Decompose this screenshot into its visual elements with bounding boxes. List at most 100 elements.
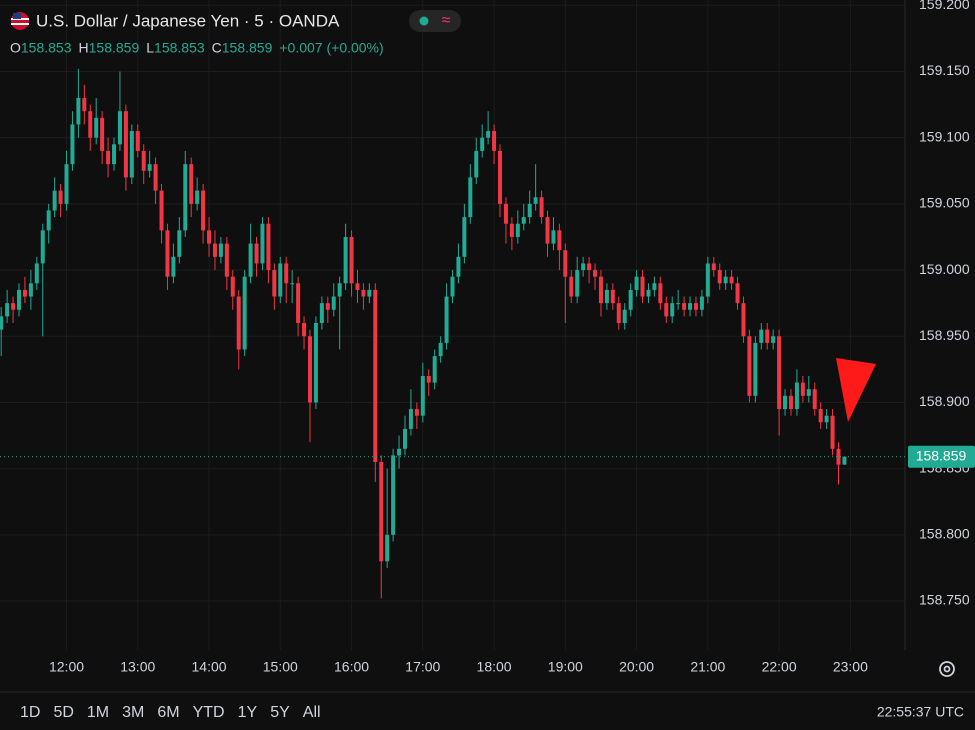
legend-change: +0.007 (+0.00%): [279, 40, 383, 56]
range-button[interactable]: 1D: [20, 704, 40, 721]
candle-body: [593, 270, 598, 277]
candle-body: [40, 230, 45, 264]
candle-body: [159, 190, 164, 231]
candle-body: [420, 375, 425, 416]
candle-body: [349, 236, 354, 284]
svg-text:≈: ≈: [442, 12, 451, 29]
candle-body: [379, 462, 384, 562]
candle-body: [426, 375, 431, 383]
y-tick-label: 158.800: [919, 526, 970, 542]
candle-body: [373, 289, 378, 463]
legend-value: 158.853: [154, 40, 205, 56]
range-button[interactable]: 1Y: [238, 704, 258, 721]
candle-body: [646, 289, 651, 297]
range-button[interactable]: 5D: [53, 704, 73, 721]
candle-body: [634, 276, 639, 290]
x-tick-label: 17:00: [405, 659, 440, 675]
y-tick-label: 159.000: [919, 261, 970, 277]
settings-icon[interactable]: [939, 661, 955, 677]
candle-body: [474, 150, 479, 178]
range-button[interactable]: YTD: [193, 704, 225, 721]
candle-body: [515, 223, 520, 237]
candle-body: [492, 131, 497, 151]
candle-body: [521, 217, 526, 224]
last-price-label: 158.859: [916, 447, 967, 463]
candle-body: [587, 263, 592, 271]
candle-body: [171, 256, 176, 277]
range-button[interactable]: 3M: [122, 704, 144, 721]
candle-body: [765, 329, 770, 343]
candle-body: [153, 164, 158, 191]
candle-body: [658, 283, 663, 304]
candle-body: [794, 382, 799, 410]
clock: 22:55:37 UTC: [877, 704, 964, 720]
candle-body: [123, 111, 128, 178]
candle-body: [741, 303, 746, 337]
candle-body: [290, 283, 295, 285]
candle-body: [788, 395, 793, 410]
candle-body: [616, 303, 621, 324]
candle-body: [64, 164, 69, 204]
candle-body: [189, 164, 194, 204]
legend-key: O: [10, 40, 21, 56]
y-tick-label: 158.900: [919, 393, 970, 409]
x-tick-label: 13:00: [120, 659, 155, 675]
candle-body: [551, 230, 556, 244]
x-tick-label: 23:00: [833, 659, 868, 675]
grid: [0, 0, 905, 650]
candle-body: [278, 263, 283, 297]
range-button[interactable]: All: [303, 704, 321, 721]
candle-body: [830, 415, 835, 449]
candle-body: [272, 270, 277, 297]
candle-body: [313, 323, 318, 403]
candle-body: [735, 283, 740, 304]
range-button[interactable]: 5Y: [270, 704, 290, 721]
symbol-title: U.S. Dollar / Japanese Yen · 5 · OANDA: [36, 11, 340, 30]
candle-body: [688, 303, 693, 310]
candle-body: [622, 309, 627, 324]
candle-body: [545, 217, 550, 244]
y-tick-label: 159.200: [919, 0, 970, 12]
candle-body: [498, 150, 503, 204]
candle-body: [266, 223, 271, 271]
candle-body: [385, 534, 390, 562]
candle-body: [129, 131, 134, 178]
candle-body: [759, 329, 764, 343]
candle-body: [106, 150, 111, 165]
candle-body: [462, 217, 467, 257]
candle-body: [112, 144, 117, 165]
range-button[interactable]: 1M: [87, 704, 109, 721]
candle-body: [207, 230, 212, 244]
candle-body: [361, 289, 366, 297]
y-tick-label: 158.950: [919, 327, 970, 343]
candle-body: [557, 230, 562, 251]
candle-body: [212, 243, 217, 257]
y-tick-label: 159.050: [919, 195, 970, 211]
candle-body: [230, 276, 235, 297]
symbol-flag: [11, 12, 29, 30]
candle-body: [58, 190, 63, 204]
candle-body: [640, 276, 645, 297]
candle-body: [402, 428, 407, 449]
status-badges: ≈: [409, 10, 461, 32]
candle-body: [183, 164, 188, 231]
candle-body: [539, 197, 544, 218]
candle-body: [343, 236, 348, 284]
x-tick-label: 16:00: [334, 659, 369, 675]
x-tick-label: 21:00: [690, 659, 725, 675]
candle-body: [581, 263, 586, 271]
candle-body: [610, 289, 615, 304]
candle-body: [438, 342, 443, 357]
candle-body: [260, 223, 265, 264]
candle-body: [141, 150, 146, 171]
candle-body: [46, 210, 51, 231]
candle-body: [468, 177, 473, 218]
candle-body: [527, 203, 532, 218]
y-tick-label: 159.100: [919, 128, 970, 144]
candle-body: [367, 289, 372, 297]
candle-body: [664, 303, 669, 317]
candle-body: [812, 389, 817, 410]
candle-body: [486, 131, 491, 138]
range-button[interactable]: 6M: [157, 704, 179, 721]
candle-body: [28, 283, 33, 297]
